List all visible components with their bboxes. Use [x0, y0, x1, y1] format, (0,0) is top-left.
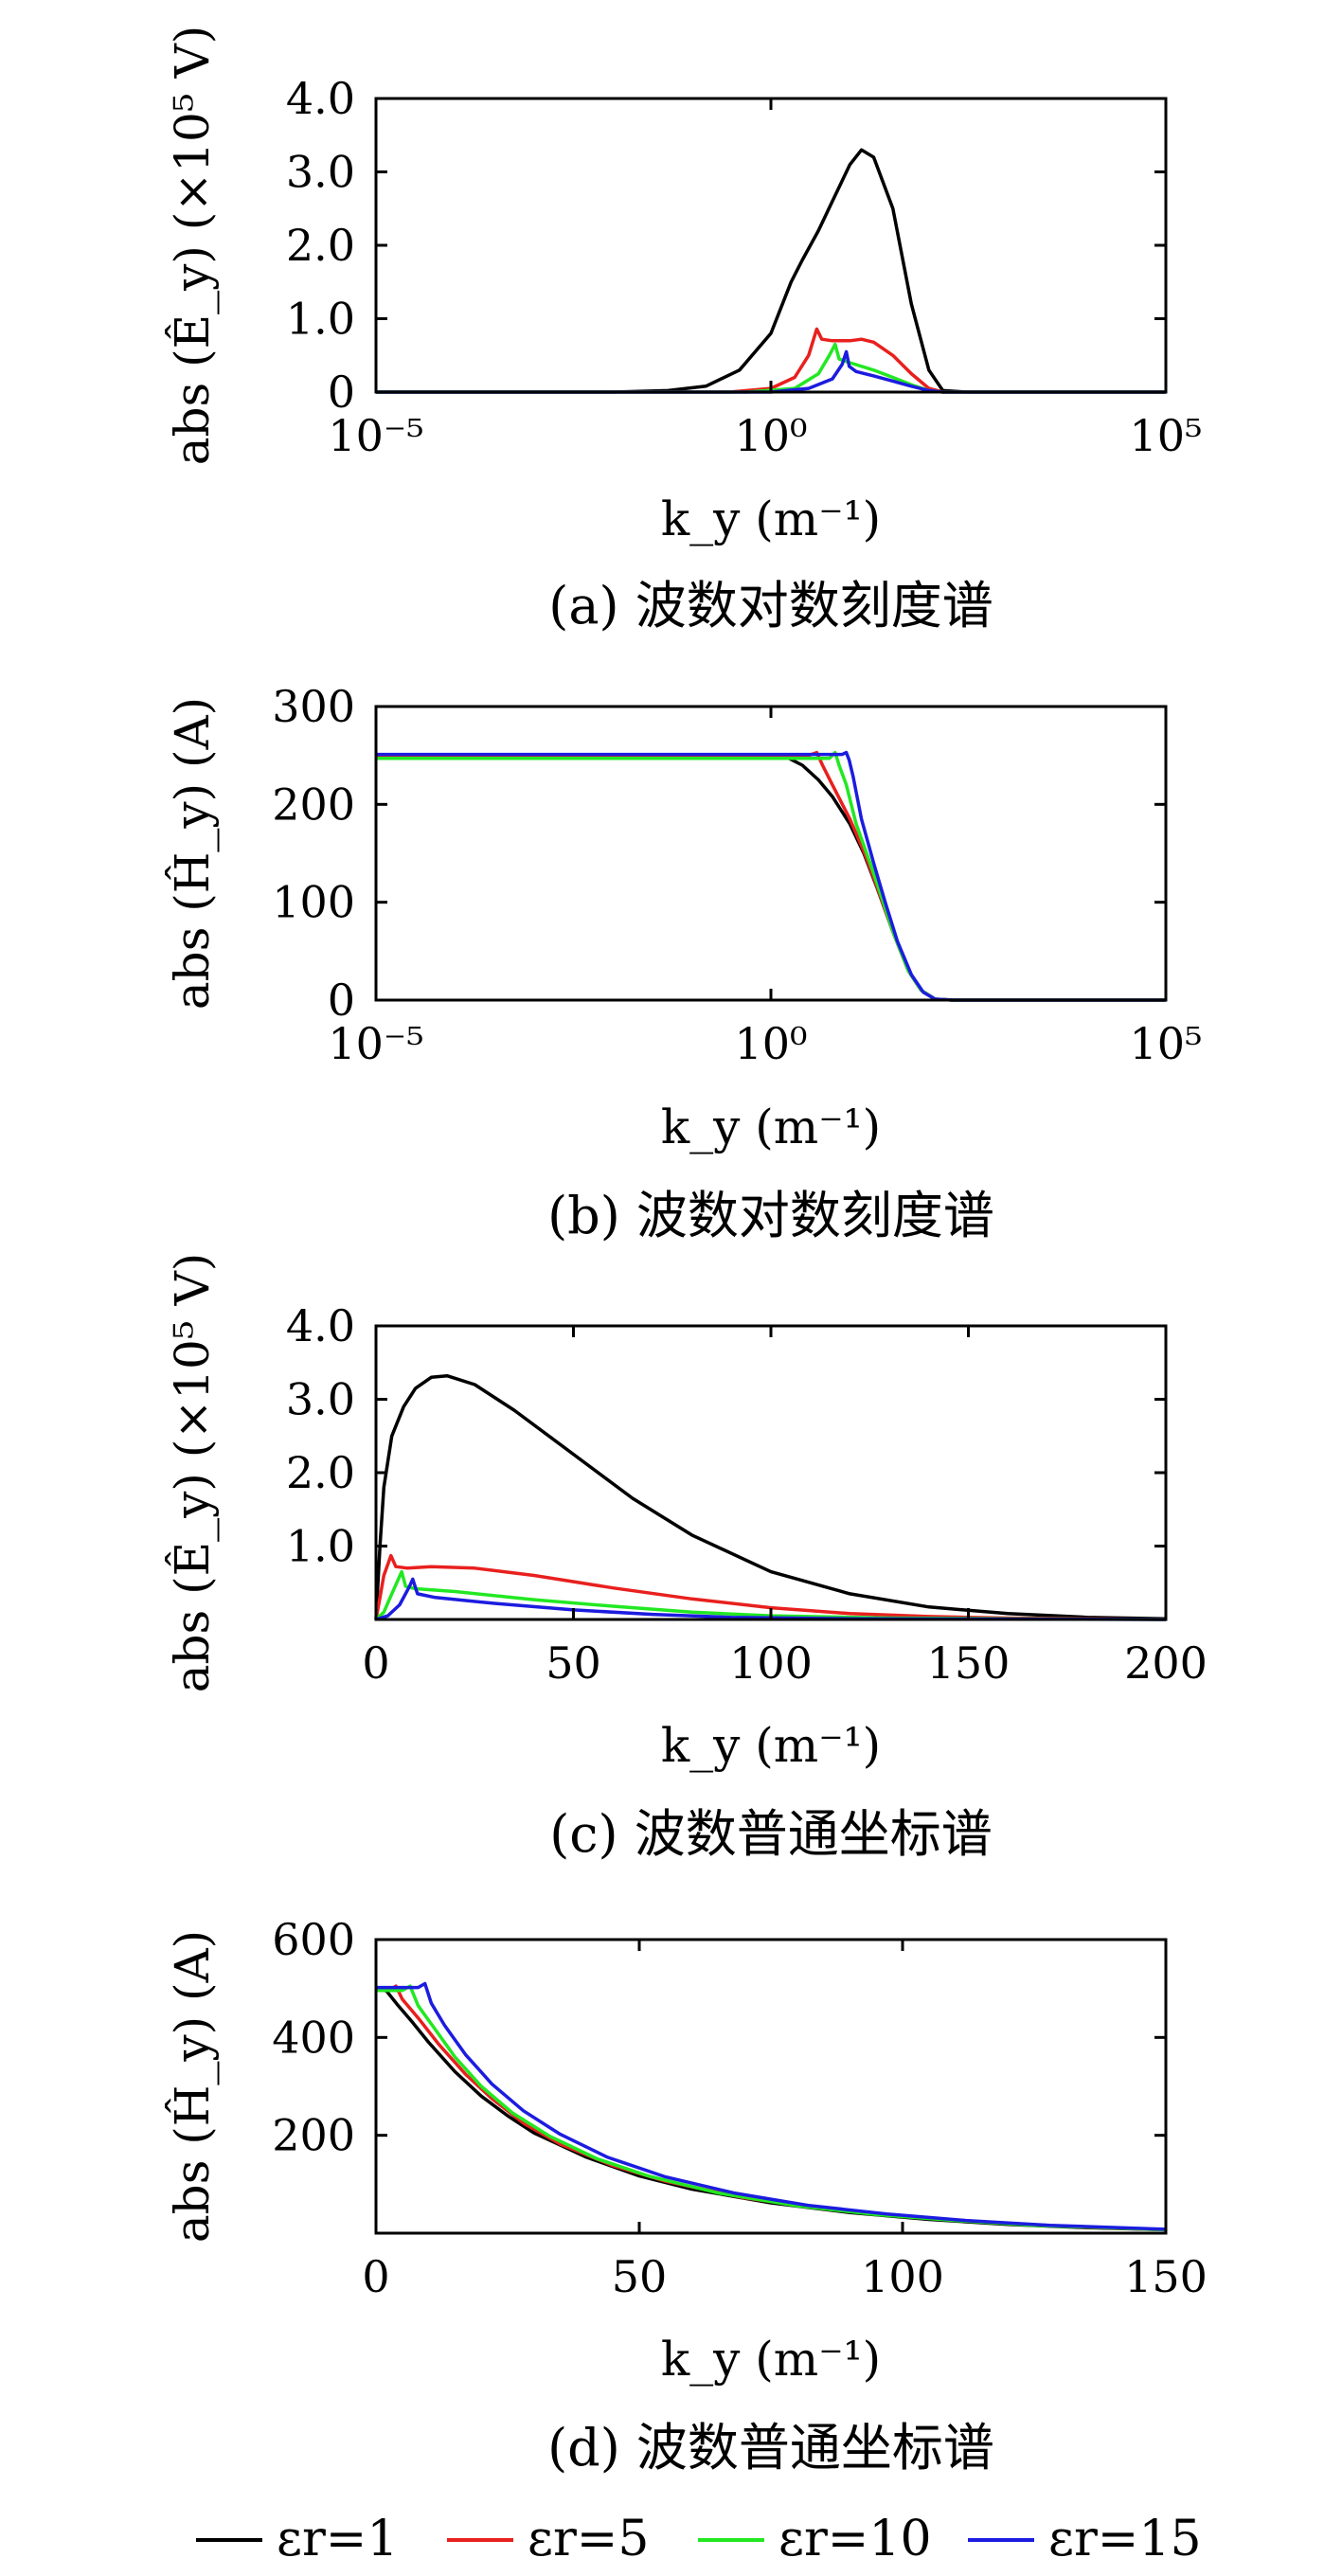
series-line-1 [374, 1373, 1167, 1620]
series-line-4 [376, 349, 1166, 394]
legend: εr=1 εr=5 εr=10 εr=15 [196, 2511, 1202, 2567]
legend-item-er15: εr=15 [968, 2511, 1202, 2567]
y-axis-label: abs (Ĥ_y) (A) [164, 1930, 220, 2243]
legend-item-er1: εr=1 [196, 2511, 398, 2567]
x-axis-label: k_y (m⁻¹) [661, 1718, 881, 1773]
y-tick-label: 2.0 [286, 1447, 355, 1498]
y-axis-label: abs (Ê_y) (×10⁵ V) [164, 1253, 220, 1693]
panel-b: 10⁻⁵ 10⁰ 10⁵ 0 100 200 300 k_y (m⁻¹) abs (Ĥ_y)… [164, 681, 1202, 1245]
series-line-1 [375, 1986, 1167, 2232]
legend-label-er5: εr=5 [528, 2511, 649, 2567]
x-tick-label: 10⁵ [1130, 410, 1203, 461]
y-tick-label: 3.0 [286, 147, 355, 198]
x-tick-label: 150 [927, 1637, 1011, 1689]
plot-frame [374, 705, 1168, 1002]
series-line-4 [376, 1981, 1167, 2231]
x-tick-label: 100 [861, 2251, 944, 2302]
y-tick-label: 1.0 [286, 1521, 355, 1572]
series-line-4 [376, 750, 1166, 1002]
x-axis-label: k_y (m⁻¹) [661, 2332, 881, 2387]
y-tick-label: 4.0 [286, 73, 355, 124]
x-tick-label: 100 [729, 1637, 813, 1689]
panel-caption: (a) 波数对数刻度谱 [548, 576, 993, 635]
plot-frame [374, 1938, 1168, 2235]
legend-label-er15: εr=15 [1048, 2511, 1202, 2567]
y-tick-label: 300 [272, 681, 355, 732]
x-tick-label: 10⁰ [735, 410, 808, 461]
x-tick-label: 50 [546, 1637, 601, 1689]
x-tick-label: 150 [1124, 2251, 1208, 2302]
y-tick-label: 200 [272, 2110, 355, 2161]
legend-item-er5: εr=5 [447, 2511, 649, 2567]
legend-item-er10: εr=10 [698, 2511, 932, 2567]
x-tick-label: 10⁰ [735, 1018, 808, 1069]
series-line-2 [374, 1553, 1167, 1621]
panel-caption: (c) 波数普通坐标谱 [549, 1804, 993, 1864]
y-tick-label: 600 [272, 1914, 355, 1965]
x-tick-label: 10⁻⁵ [328, 410, 423, 461]
panel-d: 0 50 100 150 200 400 600 k_y (m⁻¹) abs (Ĥ_y) (… [164, 1914, 1208, 2478]
x-axis-label: k_y (m⁻¹) [661, 492, 881, 546]
series-line-2 [376, 327, 1166, 394]
panel-caption: (d) 波数普通坐标谱 [547, 2418, 994, 2478]
y-tick-label: 2.0 [286, 220, 355, 271]
y-tick-label: 200 [272, 778, 355, 830]
panel-c: 0 50 100 150 200 1.0 2.0 3.0 4.0 k_y (m⁻¹) abs (… [164, 1253, 1208, 1864]
series-line-3 [376, 750, 1166, 1002]
x-tick-label: 50 [612, 2251, 668, 2302]
x-tick-label: 10⁻⁵ [328, 1018, 423, 1069]
series-line-2 [376, 750, 1166, 1002]
x-tick-label: 10⁵ [1130, 1018, 1203, 1069]
series-line-1 [376, 753, 1166, 1002]
y-tick-label: 400 [272, 2012, 355, 2063]
panel-a: 10⁻⁵ 10⁰ 10⁵ 0 1.0 2.0 3.0 4.0 k_y (m⁻¹) abs (Ê… [164, 26, 1202, 635]
y-tick-label: 4.0 [286, 1300, 355, 1351]
y-tick-label: 1.0 [286, 294, 355, 345]
plot-frame [374, 97, 1168, 394]
y-tick-label: 0 [328, 367, 355, 418]
legend-label-er10: εr=10 [778, 2511, 932, 2567]
y-axis-label: abs (Ê_y) (×10⁵ V) [164, 26, 220, 466]
plot-frame [374, 1324, 1168, 1621]
y-tick-label: 100 [272, 877, 355, 928]
x-axis-label: k_y (m⁻¹) [661, 1100, 881, 1154]
x-tick-label: 200 [1124, 1637, 1208, 1689]
y-axis-label: abs (Ĥ_y) (A) [164, 697, 220, 1010]
y-tick-label: 3.0 [286, 1374, 355, 1425]
x-tick-label: 0 [362, 1637, 389, 1689]
series-line-1 [376, 148, 1166, 394]
y-tick-label: 0 [328, 975, 355, 1026]
x-tick-label: 0 [362, 2251, 389, 2302]
panel-caption: (b) 波数对数刻度谱 [547, 1186, 994, 1245]
legend-label-er1: εr=1 [277, 2511, 398, 2567]
series-line-4 [375, 1577, 1167, 1621]
